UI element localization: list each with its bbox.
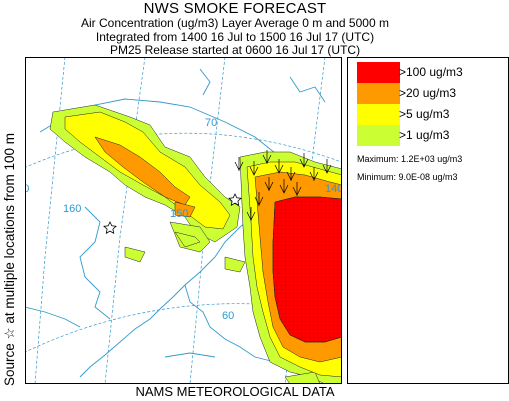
legend-swatch-gt100 xyxy=(357,62,400,83)
legend-label-gt5: >5 ug/m3 xyxy=(399,107,450,121)
graticule-label-160: 160 xyxy=(63,203,81,215)
graticule-label-170: 170 xyxy=(25,183,29,195)
legend-minimum: Minimum: 9.0E-08 ug/m3 xyxy=(357,172,458,182)
legend-swatch-gt20 xyxy=(357,83,400,104)
legend-maximum: Maximum: 1.2E+03 ug/m3 xyxy=(357,154,463,164)
concentration-legend: >100 ug/m3 >20 ug/m3 >5 ug/m3 >1 ug/m3 M… xyxy=(347,57,509,384)
graticule-label-60: 60 xyxy=(222,310,234,322)
release-start: PM25 Release started at 0600 16 Jul 17 (… xyxy=(109,43,361,57)
legend-label-gt100: >100 ug/m3 xyxy=(399,65,463,79)
legend-label-gt1: >1 ug/m3 xyxy=(399,128,450,142)
star-outline-icon xyxy=(103,221,117,234)
integration-period: Integrated from 1400 16 Jul to 1500 16 J… xyxy=(95,30,375,44)
source-side-label-text: Source ☆ at multiple locations from 100 … xyxy=(2,133,17,386)
source-star-markers xyxy=(103,193,242,234)
star-outline-icon xyxy=(228,193,242,206)
chart-title: NWS SMOKE FORECAST xyxy=(143,0,327,17)
concentration-subtitle: Air Concentration (ug/m3) Layer Average … xyxy=(81,16,389,30)
graticule-label-140: 140 xyxy=(325,183,342,195)
legend-swatch-gt5 xyxy=(357,104,400,125)
graticule-label-150: 150 xyxy=(170,208,188,220)
smoke-contour-gt100 xyxy=(272,196,342,343)
legend-swatch-gt1 xyxy=(357,125,400,146)
legend-label-gt20: >20 ug/m3 xyxy=(399,86,457,100)
smoke-forecast-map: 170 160 150 70 140 60 xyxy=(25,57,342,389)
graticule-label-70: 70 xyxy=(205,117,217,129)
source-side-label: Source ☆ at multiple locations from 100 … xyxy=(1,58,21,388)
fire-source-clusters xyxy=(234,150,332,221)
meteorological-data-footer: NAMS METEOROLOGICAL DATA xyxy=(135,384,335,399)
